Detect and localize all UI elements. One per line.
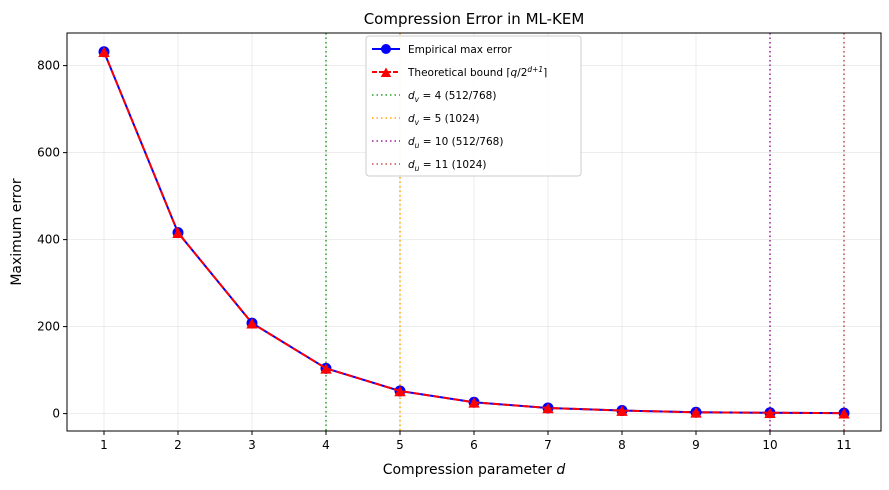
y-axis-ticks: 0 200 400 600 800	[37, 59, 67, 421]
legend-label-dv-5: dv = 5 (1024)	[408, 113, 480, 127]
legend-label-du-10: du = 10 (512/768)	[408, 136, 503, 150]
legend-marker-triangle	[380, 67, 392, 77]
point-theoretical-d5	[394, 385, 406, 397]
point-theoretical-d2	[172, 227, 184, 238]
legend: Empirical max error Theoretical bound ⌈q/…	[365, 35, 582, 177]
point-theoretical-d3	[246, 318, 258, 329]
x-tick-label: 6	[470, 438, 478, 452]
chart-title: Compression Error in ML-KEM	[364, 10, 585, 28]
x-tick-label: 7	[544, 438, 552, 452]
x-tick-label: 4	[322, 438, 330, 452]
x-tick-label: 1	[100, 438, 108, 452]
point-theoretical-d1	[98, 46, 110, 58]
x-tick-label: 2	[174, 438, 182, 452]
point-theoretical-d8	[616, 405, 628, 416]
legend-label-dv-4: dv = 4 (512/768)	[408, 90, 496, 104]
x-tick-label: 3	[248, 438, 256, 452]
y-tick-label: 400	[37, 233, 60, 247]
x-tick-label: 9	[692, 438, 700, 452]
y-tick-label: 0	[52, 407, 60, 421]
point-theoretical-d4	[320, 363, 332, 374]
point-theoretical-d9	[690, 407, 702, 418]
legend-label-du-11: du = 11 (1024)	[408, 159, 487, 173]
y-tick-label: 200	[37, 320, 60, 334]
series-layer	[98, 46, 850, 419]
y-tick-label: 800	[37, 59, 60, 73]
point-theoretical-d7	[542, 402, 554, 414]
point-theoretical-d6	[468, 397, 480, 408]
x-tick-label: 10	[762, 438, 777, 452]
point-theoretical-d10	[764, 407, 776, 419]
legend-label-series-2: Theoretical bound ⌈q/2d+1⌉	[407, 65, 547, 79]
legend-marker-circle	[381, 44, 391, 54]
x-axis-ticks: 1 2 3 4 5 6 7 8 9 10 11	[100, 431, 852, 452]
x-tick-label: 8	[618, 438, 626, 452]
y-tick-label: 600	[37, 146, 60, 160]
x-axis-label: Compression parameter d	[383, 462, 566, 478]
legend-label-series-1: Empirical max error	[408, 44, 512, 56]
vertical-reference-lines	[325, 33, 845, 431]
x-tick-label: 5	[396, 438, 404, 452]
x-tick-label: 11	[836, 438, 851, 452]
y-axis-label: Maximum error	[9, 178, 25, 286]
legend-box	[365, 35, 582, 177]
point-theoretical-d11	[838, 408, 850, 419]
